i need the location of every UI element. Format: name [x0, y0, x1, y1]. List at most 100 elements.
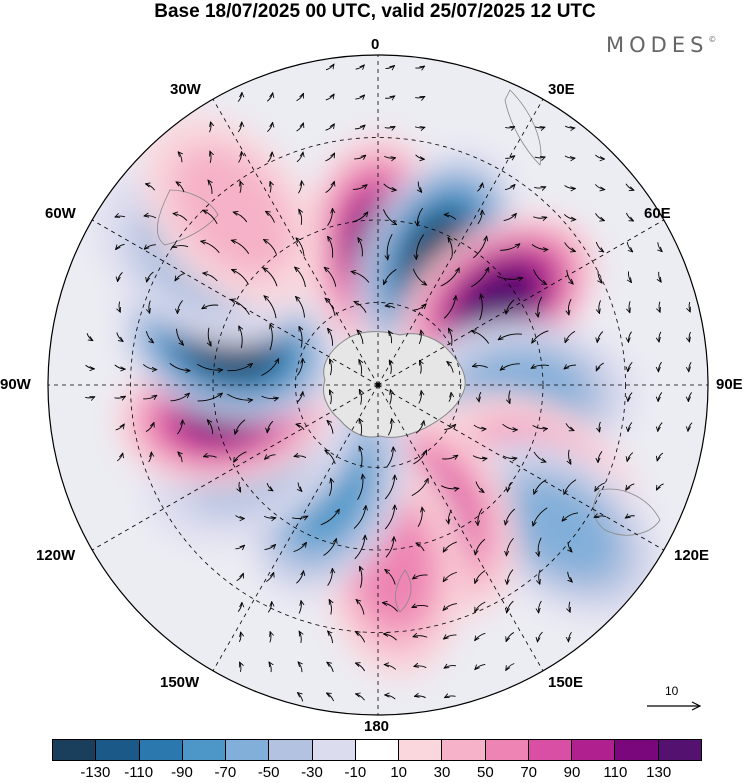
wind-vector [239, 326, 242, 349]
wind-vector [170, 393, 190, 402]
wind-vector [564, 185, 576, 188]
wind-vector [356, 599, 365, 615]
wind-vector [118, 272, 123, 281]
wind-vector [145, 184, 155, 191]
wind-vector [355, 663, 366, 672]
wind-vector [506, 663, 515, 671]
wind-vector [689, 301, 690, 312]
wind-vector [531, 365, 550, 368]
wind-vector [387, 419, 392, 436]
wind-vector [173, 213, 188, 221]
wind-vector [235, 515, 245, 518]
wind-vector [295, 267, 306, 287]
wind-vector [263, 240, 277, 255]
wind-vector [472, 366, 488, 368]
wind-vector [448, 328, 452, 346]
wind-vector [384, 155, 395, 158]
wind-vector [144, 216, 157, 219]
colorbar-tick-label: -110 [124, 764, 154, 781]
wind-vector [352, 185, 367, 190]
wind-vector [297, 693, 304, 702]
wind-vector [595, 213, 604, 220]
wind-vector [414, 127, 425, 128]
land-outlines [157, 89, 661, 613]
wind-vector [385, 96, 395, 98]
wind-vector [227, 363, 252, 372]
wind-vector [142, 364, 157, 369]
wind-vector [354, 125, 365, 129]
wind-vector [328, 631, 333, 644]
wind-vector [238, 632, 241, 643]
wind-vector [688, 392, 692, 401]
wind-vector [325, 94, 334, 101]
colorbar-tick-label: 130 [646, 764, 672, 781]
wind-vector [565, 330, 576, 342]
wind-vector [442, 455, 458, 459]
wind-vector [628, 361, 633, 371]
wind-vector [296, 296, 305, 318]
lon-label-60e: 60E [644, 205, 671, 222]
wind-vector [415, 154, 425, 159]
wind-vector [264, 544, 276, 550]
wind-vector [330, 359, 332, 376]
wind-vector [440, 485, 459, 489]
wind-vector [383, 634, 397, 641]
wind-vector [116, 243, 125, 249]
wind-vector [116, 453, 123, 462]
wind-vector [270, 324, 272, 351]
wind-vector [209, 122, 211, 133]
wind-vector [231, 240, 250, 255]
lon-label-0: 0 [371, 36, 380, 53]
wind-vector [266, 211, 275, 223]
colorbar-swatch [139, 740, 183, 760]
map-title: Base 18/07/2025 00 UTC, valid 25/07/2025… [154, 1, 596, 22]
wind-vector [625, 183, 634, 191]
wind-vector [569, 449, 571, 465]
wind-vector [568, 298, 572, 315]
colorbar-tick-label: 70 [520, 764, 537, 781]
wind-vector [594, 516, 607, 517]
wind-vector [237, 602, 242, 612]
wind-vector [503, 213, 517, 222]
wind-vector [116, 332, 123, 342]
wind-vector [293, 542, 307, 553]
wind-vector [296, 123, 304, 132]
wind-vector [235, 419, 246, 435]
new-zealand-outline [395, 569, 412, 613]
wind-vector [296, 93, 303, 102]
wind-vector [384, 268, 397, 284]
wind-vector [210, 151, 211, 163]
wind-vector [659, 301, 660, 313]
wind-vector [197, 363, 222, 370]
wind-vector [296, 238, 305, 257]
wind-vector [175, 328, 183, 345]
wind-vector [358, 238, 363, 257]
wind-vector [599, 300, 601, 313]
wind-vector [328, 328, 333, 346]
wind-vector [533, 507, 548, 526]
colorbar-tick-label: 110 [603, 764, 628, 781]
wind-vector [203, 456, 217, 457]
wind-vector [114, 364, 125, 369]
colorbar-tick-label: -90 [171, 764, 193, 781]
colorbar-tick-label: 10 [390, 764, 407, 781]
wind-vector [265, 454, 276, 460]
wind-vector [385, 537, 394, 558]
wind-vector [627, 452, 634, 462]
wind-vector [415, 96, 425, 98]
wind-vector [505, 127, 515, 128]
wind-vector [471, 331, 490, 344]
wind-vector [384, 505, 395, 530]
wind-vector [534, 127, 545, 128]
wind-vector [359, 446, 362, 468]
wind-vector [475, 632, 486, 640]
wind-vector [234, 451, 247, 462]
wind-vector [506, 537, 514, 556]
lon-label-150w: 150W [160, 674, 200, 691]
wind-vector [534, 479, 547, 495]
wind-vector [298, 181, 301, 194]
wind-vector [418, 391, 422, 404]
wind-vector [418, 181, 421, 193]
wind-vector [509, 390, 510, 403]
wind-vector [240, 662, 241, 672]
